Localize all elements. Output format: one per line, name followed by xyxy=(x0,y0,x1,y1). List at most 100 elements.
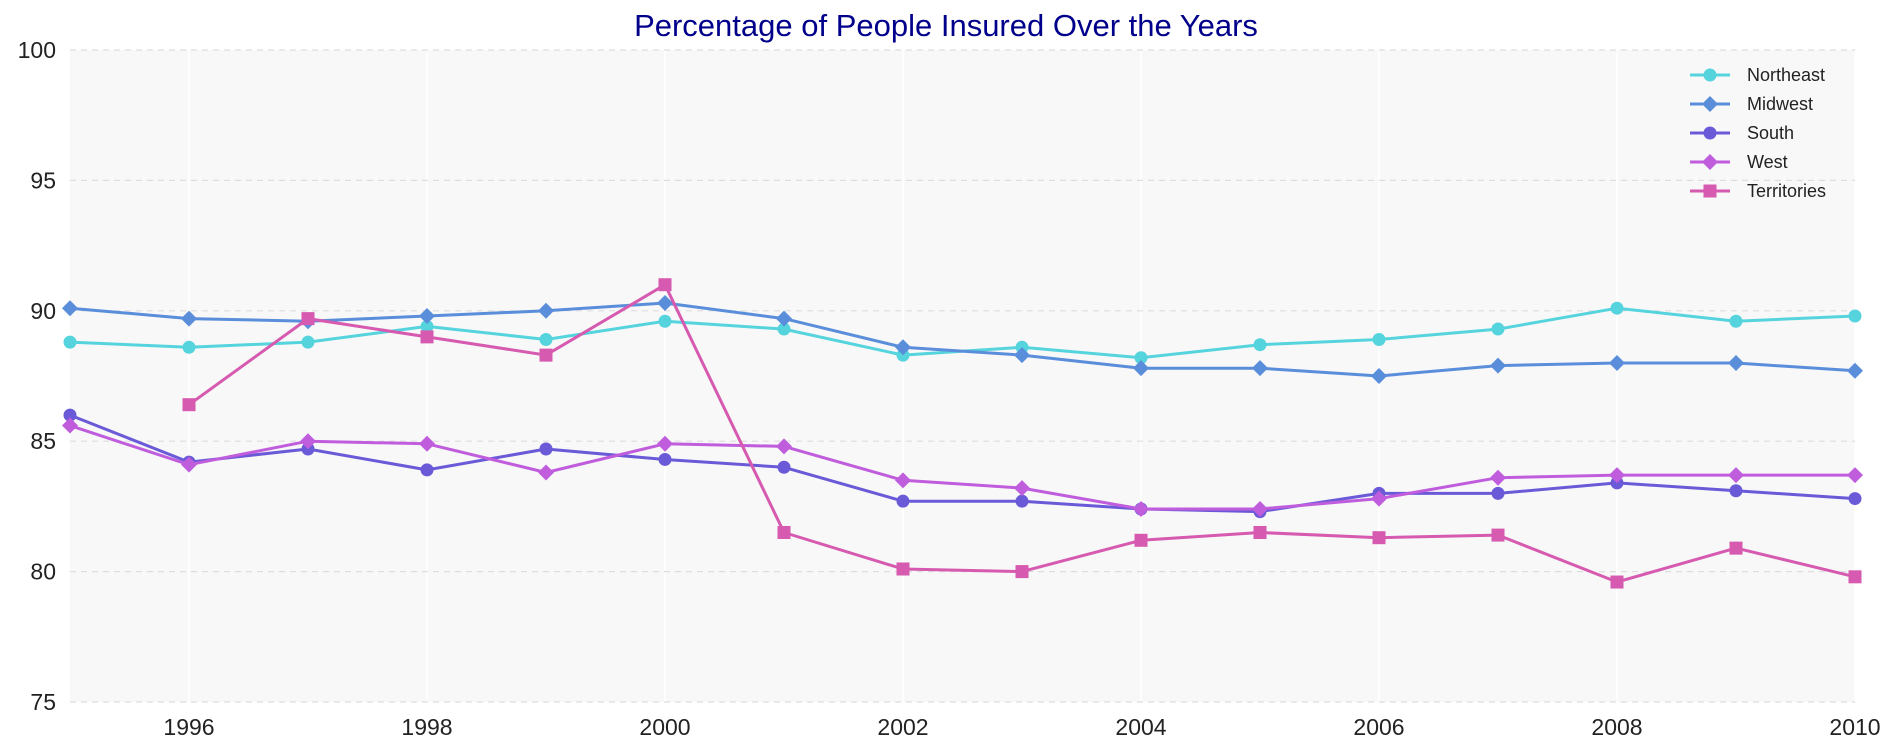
data-point-west xyxy=(1252,501,1268,518)
x-tick-label: 2000 xyxy=(639,714,690,740)
legend-marker xyxy=(1703,68,1717,82)
data-point-northeast xyxy=(1610,301,1624,315)
data-point-northeast xyxy=(1372,332,1386,346)
data-point-midwest xyxy=(1252,360,1268,377)
data-point-midwest xyxy=(1014,347,1030,364)
legend-label: South xyxy=(1747,123,1794,143)
data-point-midwest xyxy=(1847,362,1863,379)
legend-label: Midwest xyxy=(1747,94,1813,114)
data-point-territories xyxy=(1729,541,1743,555)
data-point-south xyxy=(1015,494,1029,508)
data-point-northeast xyxy=(1134,351,1148,365)
legend-item-midwest: Midwest xyxy=(1690,94,1813,114)
data-point-northeast xyxy=(1253,338,1267,352)
plot-area xyxy=(70,50,1855,702)
data-point-territories xyxy=(1253,525,1267,539)
series-line-south xyxy=(69,413,1856,514)
y-tick-label: 95 xyxy=(30,167,56,193)
legend-item-northeast: Northeast xyxy=(1690,65,1825,85)
data-point-northeast xyxy=(420,319,434,333)
legend: Northeast Midwest South West Territories xyxy=(1690,65,1826,201)
data-point-midwest xyxy=(895,339,911,356)
data-point-west xyxy=(419,435,435,452)
data-point-territories xyxy=(896,562,910,576)
data-point-territories xyxy=(1610,575,1624,589)
data-point-west xyxy=(1728,467,1744,484)
data-point-west xyxy=(1847,467,1863,484)
data-point-west xyxy=(657,435,673,452)
series-territories xyxy=(182,278,1862,589)
data-point-northeast xyxy=(182,340,196,354)
data-point-west xyxy=(181,456,197,473)
data-point-midwest xyxy=(1133,360,1149,377)
chart-title: Percentage of People Insured Over the Ye… xyxy=(634,8,1258,43)
data-point-west xyxy=(1371,490,1387,507)
legend-item-west: West xyxy=(1690,152,1788,172)
data-point-west xyxy=(895,472,911,489)
data-point-territories xyxy=(1372,531,1386,545)
data-point-south xyxy=(1848,492,1862,506)
data-point-midwest xyxy=(419,308,435,325)
legend-marker xyxy=(1702,154,1718,170)
legend-marker xyxy=(1703,126,1717,140)
data-point-northeast xyxy=(1491,322,1505,336)
legend-item-territories: Territories xyxy=(1690,181,1826,201)
data-point-northeast xyxy=(777,322,791,336)
data-point-midwest xyxy=(657,294,673,311)
data-point-territories xyxy=(301,312,315,326)
data-point-west xyxy=(776,438,792,455)
data-point-west xyxy=(1609,467,1625,484)
data-point-west xyxy=(1490,469,1506,486)
data-point-northeast xyxy=(1848,309,1862,323)
data-point-west xyxy=(300,433,316,450)
data-point-midwest xyxy=(776,310,792,327)
data-point-midwest xyxy=(62,300,78,317)
legend-label: West xyxy=(1747,152,1788,172)
axes: 1996 1998 2000 2002 2004 2006 2008 2010 75 80 85 90… xyxy=(18,37,1881,740)
data-point-territories xyxy=(658,278,672,292)
data-point-territories xyxy=(539,348,553,362)
data-point-south xyxy=(1491,486,1505,500)
data-point-northeast xyxy=(539,332,553,346)
data-point-northeast xyxy=(63,335,77,349)
x-tick-label: 1998 xyxy=(401,714,452,740)
x-tick-label: 2008 xyxy=(1591,714,1642,740)
x-tick-label: 2004 xyxy=(1115,714,1166,740)
data-point-midwest xyxy=(1728,354,1744,371)
data-point-south xyxy=(777,460,791,474)
data-point-northeast xyxy=(1729,314,1743,328)
data-point-south xyxy=(539,442,553,456)
data-point-territories xyxy=(1491,528,1505,542)
data-point-south xyxy=(63,408,77,422)
data-point-west xyxy=(62,417,78,434)
data-point-northeast xyxy=(658,314,672,328)
series-group xyxy=(62,278,1863,589)
legend-label: Northeast xyxy=(1747,65,1825,85)
x-tick-label: 1996 xyxy=(163,714,214,740)
data-point-territories xyxy=(1848,570,1862,584)
data-point-midwest xyxy=(1609,354,1625,371)
data-point-south xyxy=(420,463,434,477)
legend-marker xyxy=(1703,184,1717,198)
data-point-midwest xyxy=(181,310,197,327)
y-tick-label: 100 xyxy=(18,37,56,63)
series-west xyxy=(62,417,1863,518)
data-point-territories xyxy=(1015,565,1029,579)
data-point-northeast xyxy=(301,335,315,349)
x-tick-label: 2010 xyxy=(1829,714,1880,740)
data-point-west xyxy=(1133,501,1149,518)
data-point-territories xyxy=(1134,533,1148,547)
x-tick-label: 2006 xyxy=(1353,714,1404,740)
data-point-territories xyxy=(777,525,791,539)
x-tick-label: 2002 xyxy=(877,714,928,740)
legend-marker xyxy=(1702,96,1718,112)
data-point-west xyxy=(538,464,554,481)
data-point-midwest xyxy=(1371,368,1387,384)
y-tick-label: 80 xyxy=(30,559,56,585)
y-tick-label: 85 xyxy=(30,428,56,454)
series-line-west xyxy=(69,424,1855,511)
data-point-south xyxy=(658,452,672,466)
data-point-south xyxy=(1729,484,1743,498)
